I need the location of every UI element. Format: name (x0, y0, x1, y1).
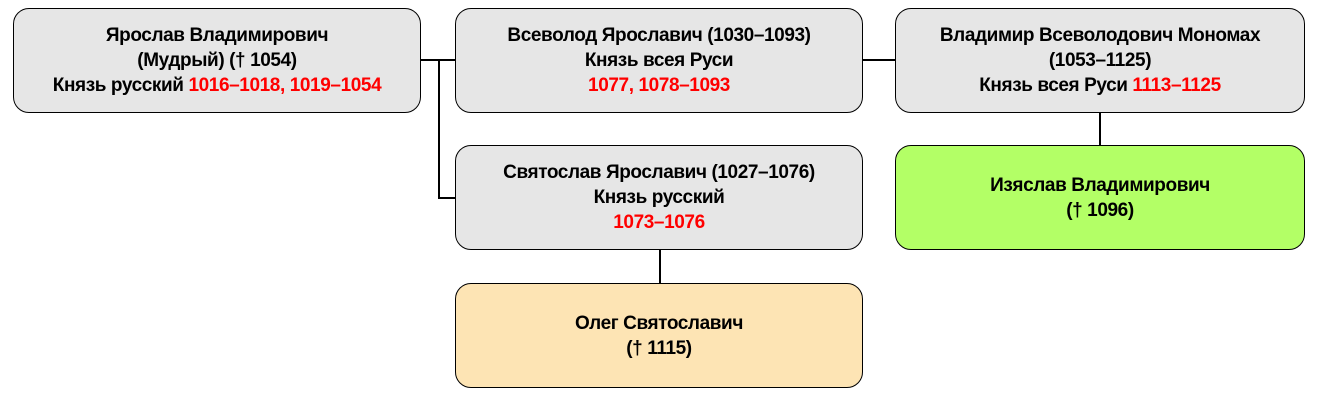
title-text: Князь всея Руси (979, 75, 1133, 96)
connector-svyatoslav-oleg (659, 249, 661, 283)
reign-dates: 1073–1076 (613, 212, 705, 233)
reign-dates: 1077, 1078–1093 (588, 75, 730, 96)
node-name: Святослав Ярославич (1027–1076) (503, 162, 815, 183)
title-text: Князь русский (52, 75, 189, 96)
reign-dates: 1113–1125 (1132, 75, 1221, 96)
connector-vsevolod-vladimir (862, 59, 895, 61)
node-title: Князь всея Руси (584, 50, 734, 71)
node-years: († 1115) (626, 337, 692, 359)
node-vladimir: Владимир Всеволодович Мономах (1053–1125… (895, 8, 1305, 113)
reign-dates: 1016–1018, 1019–1054 (188, 75, 382, 96)
connector-yaroslav-trunk (438, 59, 440, 198)
node-yaroslav: Ярослав Владимирович (Мудрый) († 1054) К… (13, 8, 421, 113)
connector-yaroslav-vsevolod (420, 59, 455, 61)
connector-vladimir-izyaslav (1099, 112, 1101, 145)
node-years: (Мудрый) († 1054) (137, 50, 297, 71)
node-name: Ярослав Владимирович (105, 25, 329, 46)
node-name: Изяслав Владимирович (990, 174, 1210, 196)
node-name: Владимир Всеволодович Мономах (939, 25, 1261, 46)
connector-yaroslav-svyatoslav (438, 197, 455, 199)
node-izyaslav: Изяслав Владимирович († 1096) (895, 145, 1305, 250)
node-name: Всеволод Ярославич (1030–1093) (507, 25, 811, 46)
node-years: († 1096) (1066, 199, 1134, 221)
node-svyatoslav: Святослав Ярославич (1027–1076) Князь ру… (455, 145, 863, 250)
node-title: Князь всея Руси 1113–1125 (979, 73, 1221, 98)
node-title: Князь русский 1016–1018, 1019–1054 (52, 73, 382, 98)
node-oleg: Олег Святославич († 1115) (455, 283, 863, 388)
node-title: Князь русский (593, 187, 725, 208)
node-vsevolod: Всеволод Ярославич (1030–1093) Князь все… (455, 8, 863, 113)
node-name: Олег Святославич (575, 312, 743, 334)
node-years: (1053–1125) (1048, 50, 1152, 71)
